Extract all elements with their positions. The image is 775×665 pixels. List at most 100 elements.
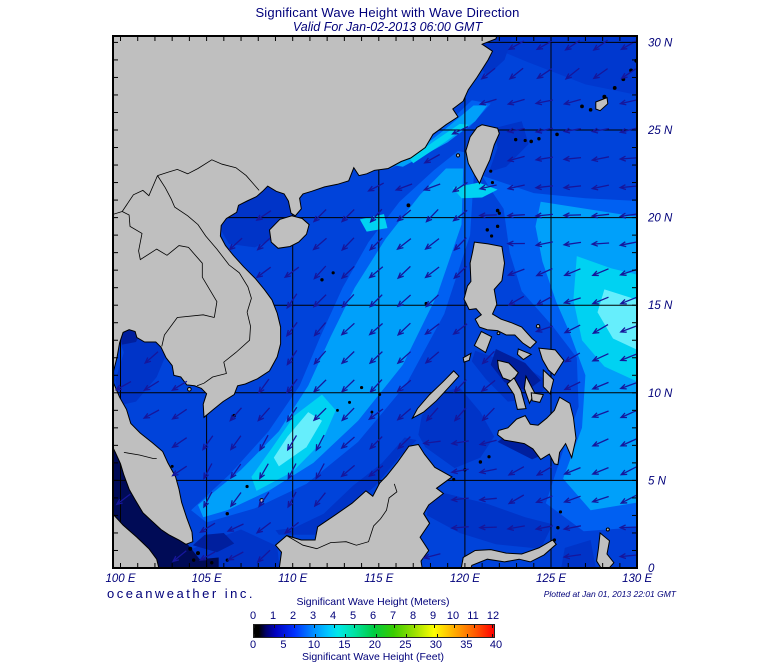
colorbar-meter-nub: [354, 625, 355, 628]
island-dot: [170, 464, 174, 468]
island-dot: [348, 400, 352, 404]
colorbar-feet-tick: 35: [460, 639, 473, 651]
wave-direction-arrow: [618, 184, 637, 191]
wave-direction-arrow: [286, 350, 298, 366]
wave-direction-arrow: [480, 379, 496, 393]
wave-height-patch: [482, 36, 637, 95]
wave-direction-arrow: [340, 379, 355, 393]
wave-direction-arrow: [563, 495, 581, 504]
country-border: [121, 175, 158, 212]
wave-direction-arrow: [591, 466, 609, 475]
wave-direction-arrow: [506, 155, 525, 163]
land-borneo: [274, 443, 453, 568]
wave-direction-arrow: [313, 322, 327, 337]
colorbar-meters-tick: 3: [309, 610, 317, 622]
wave-direction-arrow: [143, 380, 160, 392]
wave-direction-arrow: [369, 208, 383, 224]
wave-height-patch: [392, 105, 488, 167]
wave-direction-arrow: [340, 322, 355, 336]
island-dot: [523, 138, 527, 143]
wave-direction-arrow: [562, 184, 582, 191]
land-mindanao: [497, 396, 577, 466]
wave-direction-arrow: [453, 237, 467, 252]
lon-axis-label: 115 E: [364, 573, 394, 585]
wave-direction-arrow: [506, 240, 525, 247]
wave-direction-arrow: [563, 324, 581, 334]
wave-direction-arrow: [312, 407, 327, 422]
wave-direction-arrow: [507, 494, 525, 505]
wave-direction-arrow: [619, 353, 637, 362]
colorbar-meters-tick: 0: [249, 610, 257, 622]
colorbar-feet-nub: [406, 634, 408, 637]
island-dot: [245, 484, 249, 489]
island-dot: [485, 228, 489, 232]
island-dot: [225, 511, 229, 516]
wave-direction-arrow: [478, 212, 497, 219]
land-palawan: [411, 370, 460, 420]
wave-direction-arrow: [534, 99, 553, 106]
colorbar-feet-nub: [314, 634, 316, 637]
wave-direction-arrow: [228, 237, 243, 251]
colorbar-meters-tick: 5: [349, 610, 357, 622]
wave-direction-arrow: [114, 381, 132, 391]
island-dot: [478, 460, 483, 464]
wave-direction-arrow: [478, 496, 497, 503]
wave-direction-arrow: [369, 294, 383, 308]
wave-height-patch: [113, 445, 219, 568]
wave-direction-arrow: [591, 410, 609, 418]
land-luzon: [463, 241, 538, 349]
wave-direction-arrow: [534, 525, 553, 532]
wave-direction-arrow: [171, 550, 187, 563]
wave-direction-arrow: [450, 524, 469, 531]
wave-direction-arrow: [562, 127, 582, 134]
island-dot: [537, 137, 541, 141]
wave-direction-arrow: [453, 379, 467, 394]
wave-direction-arrow: [171, 380, 188, 391]
land-halmahera: [596, 532, 615, 568]
wave-direction-arrow: [618, 127, 637, 134]
wave-direction-arrow: [535, 295, 553, 306]
wave-direction-arrow: [534, 241, 553, 248]
colorbar-feet-nub: [492, 634, 493, 637]
wave-direction-arrow: [396, 209, 412, 222]
wave-direction-arrow: [592, 39, 608, 51]
wave-direction-arrow: [506, 184, 525, 191]
wave-direction-arrow: [229, 435, 242, 451]
wave-direction-arrow: [312, 237, 327, 251]
wave-direction-arrow: [507, 466, 525, 476]
wave-direction-arrow: [506, 525, 525, 532]
colorbar-gradient-bar: [253, 624, 495, 638]
wave-direction-arrow: [313, 265, 327, 280]
island-dot: [406, 203, 411, 208]
wave-direction-arrow: [534, 155, 554, 162]
chart-title: Significant Wave Height with Wave Direct…: [255, 5, 520, 20]
wave-direction-arrow: [424, 238, 440, 250]
island-dot: [495, 224, 500, 229]
wave-direction-arrow: [506, 268, 525, 277]
wave-direction-arrow: [619, 410, 637, 419]
wave-direction-arrow: [312, 209, 327, 223]
wave-direction-arrow: [340, 209, 355, 223]
island-dot: [535, 324, 541, 329]
colorbar-meter-nub: [434, 625, 435, 628]
wave-direction-arrow: [535, 495, 553, 504]
wave-direction-arrow: [481, 407, 495, 422]
wave-height-patch: [273, 412, 322, 467]
wave-direction-arrow: [422, 439, 441, 446]
land-busuanga: [462, 352, 472, 363]
wave-direction-arrow: [619, 494, 637, 504]
wave-direction-arrow: [563, 352, 581, 363]
wave-direction-arrow: [620, 68, 637, 80]
colorbar-feet-nub: [284, 634, 286, 637]
wave-direction-arrow: [199, 522, 216, 533]
country-border: [286, 483, 398, 550]
island-dot: [555, 132, 559, 137]
wave-direction-arrow: [591, 495, 609, 504]
lat-axis-label: 5 N: [648, 475, 667, 487]
colorbar-feet-tick: 5: [280, 639, 287, 651]
island-dot: [487, 455, 491, 459]
wave-direction-arrow: [453, 407, 467, 422]
land-leyte: [542, 368, 555, 395]
wave-direction-arrow: [315, 463, 325, 480]
